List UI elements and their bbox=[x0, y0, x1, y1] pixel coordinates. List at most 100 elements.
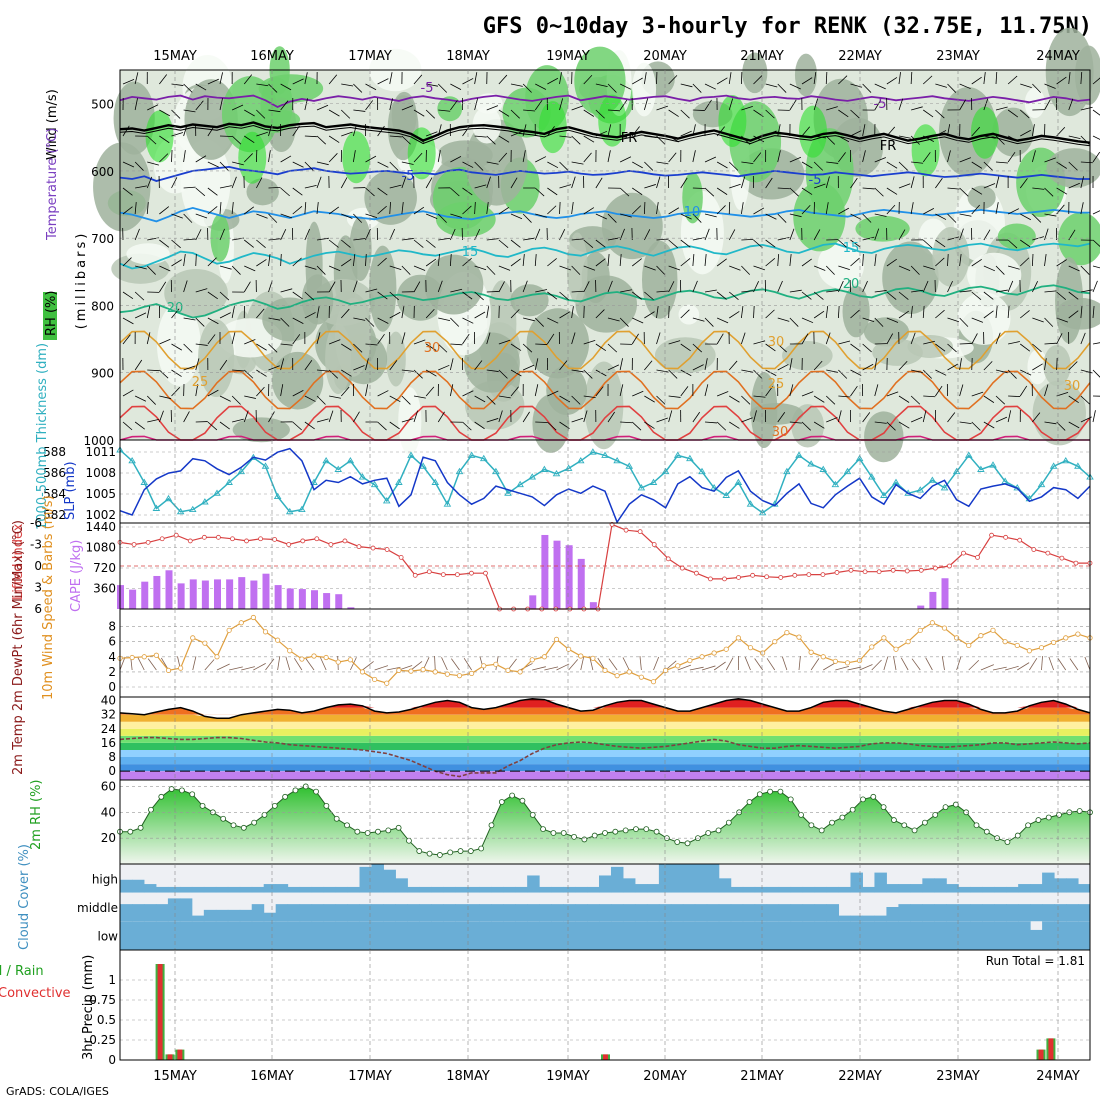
contour-label: 20 bbox=[843, 277, 860, 292]
wind-barb bbox=[983, 135, 996, 139]
wind-barb bbox=[389, 202, 391, 215]
wind-speed-marker bbox=[1075, 631, 1081, 637]
wind-barb bbox=[437, 124, 442, 137]
cloud-cell bbox=[814, 886, 828, 893]
wind-barb bbox=[595, 386, 604, 397]
rh-shade-blob bbox=[855, 215, 910, 242]
wind-barb bbox=[668, 109, 679, 117]
rh-shade-blob bbox=[93, 142, 151, 232]
wind-barb bbox=[122, 257, 132, 267]
wind-barb bbox=[183, 411, 190, 423]
wind-barb bbox=[777, 254, 780, 267]
rh-marker bbox=[1025, 822, 1031, 829]
wind-barb bbox=[486, 161, 499, 165]
wind-barb bbox=[898, 421, 910, 429]
wind-barb bbox=[280, 317, 290, 327]
wind-barb bbox=[159, 135, 170, 144]
wind-barb bbox=[995, 135, 1005, 145]
rh-shade-blob bbox=[1032, 380, 1086, 446]
wind-barb bbox=[207, 161, 219, 168]
wind-barb bbox=[243, 153, 253, 163]
wind-speed-marker bbox=[881, 635, 887, 641]
wind-barb bbox=[413, 410, 419, 423]
cloud-cell bbox=[443, 886, 456, 893]
lifted-index-marker bbox=[370, 545, 376, 551]
wind-barb bbox=[814, 135, 827, 139]
cloud-cell bbox=[790, 921, 804, 950]
wind-barb bbox=[1080, 265, 1090, 275]
wind-speed-marker bbox=[978, 633, 984, 639]
wind-barb bbox=[207, 257, 217, 267]
wind-barb bbox=[704, 384, 709, 397]
wind-barb bbox=[753, 207, 765, 215]
wind-barb bbox=[1092, 109, 1100, 116]
cloud-cell bbox=[239, 921, 253, 950]
cloud-cell bbox=[970, 921, 983, 950]
wind-barb bbox=[183, 280, 188, 293]
cloud-cell bbox=[275, 921, 289, 950]
wind-barb bbox=[862, 124, 866, 137]
wind-barb bbox=[874, 384, 879, 397]
cape-bar bbox=[262, 573, 270, 609]
run-total-label: Run Total = 1.81 bbox=[986, 954, 1085, 968]
thickness-line-marker bbox=[746, 500, 755, 507]
wind-barb bbox=[122, 78, 135, 85]
wind-barb bbox=[740, 176, 746, 189]
wind-barb bbox=[486, 306, 490, 319]
wind-barb bbox=[692, 109, 705, 111]
cloud-cell bbox=[599, 921, 612, 950]
wind-barb bbox=[813, 310, 825, 319]
wind-barb bbox=[1092, 342, 1100, 345]
wind-barb bbox=[183, 343, 193, 353]
thickness-line-marker bbox=[358, 473, 367, 480]
wind-barb bbox=[365, 83, 377, 91]
wind-barb bbox=[304, 184, 317, 189]
rh-marker bbox=[220, 815, 227, 822]
wind-speed-marker bbox=[469, 670, 475, 677]
wind-barb bbox=[874, 83, 886, 90]
wind-barb bbox=[838, 135, 850, 143]
wind-barb bbox=[704, 99, 712, 111]
wind-barb bbox=[134, 291, 145, 301]
wind-barb bbox=[474, 360, 483, 371]
wind-barb bbox=[341, 213, 353, 219]
wind-barb bbox=[680, 239, 691, 248]
isotherm-line bbox=[119, 206, 1090, 223]
cloud-cell bbox=[910, 921, 923, 950]
wind-barb-10m bbox=[900, 657, 909, 671]
wind-barb bbox=[1044, 99, 1051, 111]
rh-marker bbox=[457, 848, 464, 854]
cloud-cell bbox=[946, 904, 959, 922]
wind-barb bbox=[838, 395, 851, 398]
cloud-cell bbox=[227, 921, 241, 950]
wind-barb bbox=[474, 72, 478, 85]
wind-barb-10m bbox=[941, 656, 945, 671]
cape-bar bbox=[311, 590, 318, 609]
rh-shade-blob bbox=[349, 216, 372, 281]
cloud-cell bbox=[754, 886, 768, 893]
cloud-cell bbox=[1006, 886, 1019, 893]
wind-barb bbox=[704, 358, 708, 371]
lifted-index-marker bbox=[1059, 555, 1065, 561]
precip-tick-label: 0.75 bbox=[89, 993, 116, 1007]
wind-barb bbox=[838, 340, 851, 345]
cloud-cell bbox=[718, 904, 732, 922]
wind-barb bbox=[753, 395, 766, 398]
wind-barb bbox=[195, 288, 208, 293]
rh-shade-blob bbox=[566, 232, 588, 304]
wind-barb bbox=[959, 384, 964, 397]
wind-barb bbox=[620, 213, 632, 218]
panel-frame bbox=[119, 608, 1091, 698]
wind-barb bbox=[244, 395, 257, 399]
cloud-cell bbox=[167, 898, 181, 922]
wind-barb bbox=[741, 395, 751, 405]
slp-label: SLP (mb) bbox=[63, 461, 78, 520]
cloud-cell bbox=[359, 921, 372, 950]
slp-tick-label: 1005 bbox=[85, 487, 116, 501]
wind-barb bbox=[159, 206, 170, 215]
wind-barb bbox=[147, 418, 160, 423]
wind-barb bbox=[365, 213, 378, 219]
wind-barb bbox=[522, 411, 530, 423]
thickness-line-marker bbox=[467, 451, 476, 458]
wind-barb bbox=[825, 71, 828, 85]
